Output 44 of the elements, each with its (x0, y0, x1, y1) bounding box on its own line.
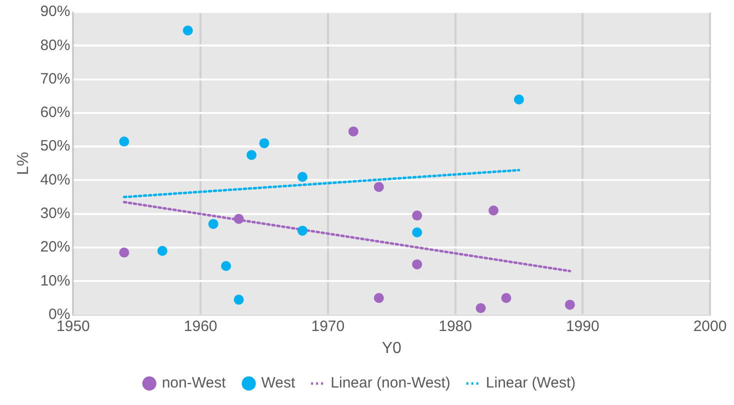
point (208, 218, 218, 229)
point (412, 210, 422, 221)
y-tick-label: 10% (40, 272, 70, 290)
point (476, 303, 486, 314)
point (259, 138, 270, 148)
x-tick-label: 1960 (184, 318, 218, 335)
y-tick-label: 80% (40, 36, 70, 54)
point (501, 292, 512, 303)
point (488, 206, 498, 216)
x-tick-label: 2000 (693, 318, 727, 335)
point (297, 226, 308, 236)
point (234, 294, 244, 305)
legend-label: non-West (162, 374, 227, 392)
point (246, 150, 257, 160)
point (412, 259, 422, 270)
x-axis-title: Y0 (382, 340, 402, 357)
y-tick-label: 20% (40, 238, 70, 256)
point (234, 214, 244, 224)
y-tick-label: 40% (40, 171, 70, 188)
point (119, 136, 130, 147)
y-tick-label: 50% (40, 138, 70, 155)
point (412, 227, 422, 238)
legend-label: Linear (West) (486, 374, 576, 392)
point (374, 182, 384, 192)
legend-label: Linear (non-West) (330, 374, 450, 392)
point (564, 300, 575, 310)
point (182, 26, 193, 36)
x-tick-label: 1990 (566, 318, 600, 335)
y-axis-title: L% (15, 152, 32, 175)
x-tick-label: 1950 (56, 318, 90, 335)
point (297, 172, 308, 182)
point (157, 246, 168, 256)
x-tick-label: 1980 (438, 318, 472, 335)
point (348, 126, 358, 136)
point (221, 261, 232, 272)
legend-label: West (261, 374, 296, 392)
y-tick-label: 60% (40, 104, 70, 122)
y-tick-label: 70% (40, 70, 70, 88)
point (514, 94, 524, 104)
y-tick-label: 90% (40, 3, 70, 20)
point (374, 292, 384, 303)
point (119, 248, 130, 258)
x-tick-label: 1970 (311, 318, 345, 335)
y-tick-label: 30% (40, 205, 70, 222)
